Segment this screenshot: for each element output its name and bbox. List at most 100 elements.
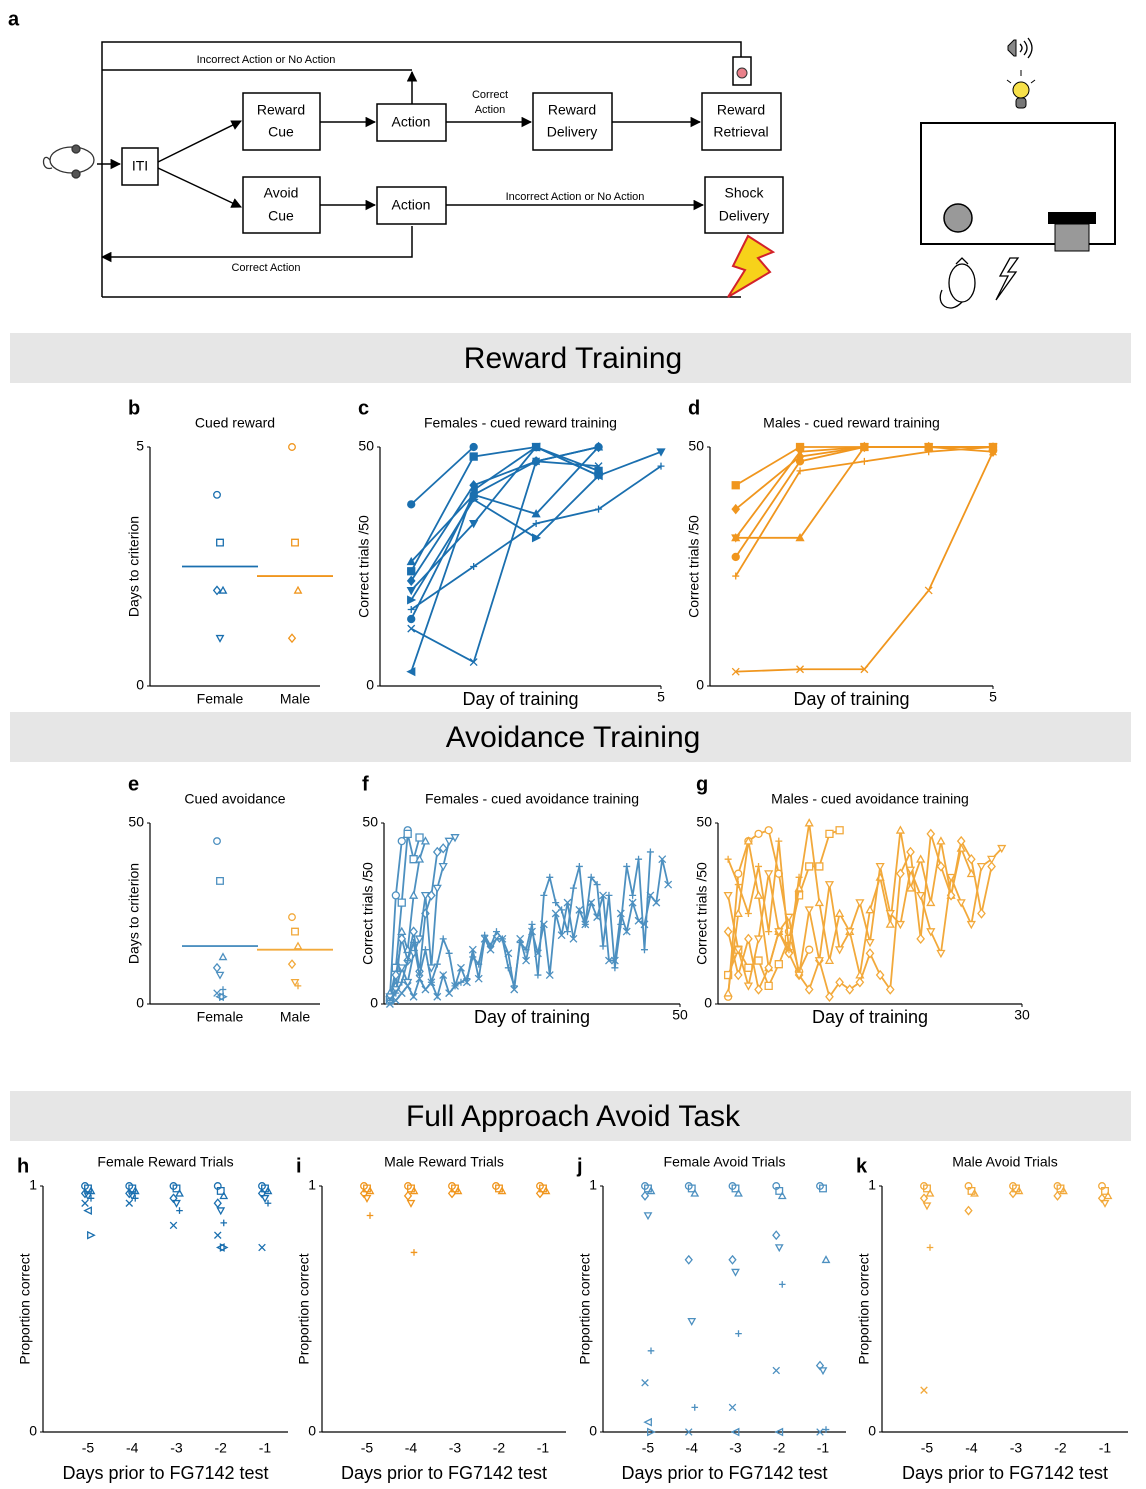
edge-label: Correct Action xyxy=(231,262,300,274)
y-tick-label: 1 xyxy=(308,1177,316,1193)
y-tick-label: 1 xyxy=(868,1177,876,1193)
y-axis-label: Correct trials /50 xyxy=(694,862,710,965)
point xyxy=(917,935,924,943)
figure: a Incorrect Action or No Action Correct … xyxy=(0,0,1146,1484)
point xyxy=(398,838,405,845)
point xyxy=(856,978,863,986)
point xyxy=(470,444,477,451)
point xyxy=(755,863,762,870)
point xyxy=(404,957,411,964)
point xyxy=(725,856,732,863)
point xyxy=(416,834,423,841)
point xyxy=(88,1195,95,1202)
x-tick-label: -1 xyxy=(1099,1440,1112,1456)
node-label: ITI xyxy=(132,158,148,174)
point xyxy=(745,910,752,917)
point xyxy=(735,1330,742,1337)
point xyxy=(217,1208,224,1214)
point xyxy=(773,1231,780,1239)
point xyxy=(846,985,853,993)
x-tick-label: Female xyxy=(197,691,244,707)
point xyxy=(434,961,441,968)
panel-letter: j xyxy=(576,1155,583,1177)
point xyxy=(826,882,833,888)
node-label: Shock xyxy=(725,185,765,201)
point xyxy=(132,1195,139,1202)
y-tick-label: 50 xyxy=(696,814,712,830)
point xyxy=(641,946,648,953)
point xyxy=(755,957,762,964)
point xyxy=(410,927,417,935)
x-axis-label: Day of training xyxy=(793,689,909,709)
point xyxy=(289,444,296,451)
point xyxy=(836,947,843,953)
y-tick-label: 0 xyxy=(370,995,378,1011)
node-label: Reward xyxy=(548,102,596,118)
y-axis-label: Proportion correct xyxy=(296,1253,312,1364)
point xyxy=(755,985,762,993)
y-tick-label: 0 xyxy=(136,677,144,693)
point xyxy=(408,1201,415,1207)
point xyxy=(408,568,415,575)
point xyxy=(826,957,833,963)
point xyxy=(364,1196,371,1202)
point xyxy=(611,964,618,971)
point xyxy=(927,899,934,905)
point xyxy=(564,928,571,935)
chart-title: Males - cued avoidance training xyxy=(771,791,969,807)
point xyxy=(176,1207,183,1214)
point xyxy=(540,892,547,899)
point xyxy=(816,958,823,964)
arrow xyxy=(158,121,241,162)
node-label: Avoid xyxy=(264,185,299,201)
point xyxy=(732,482,739,489)
chart-title: Female Reward Trials xyxy=(97,1154,233,1170)
point xyxy=(691,1404,698,1411)
lever xyxy=(1048,212,1096,224)
point xyxy=(755,892,762,898)
point xyxy=(170,1222,177,1229)
point xyxy=(217,539,224,546)
point xyxy=(408,501,415,508)
x-axis-label: Days prior to FG7142 test xyxy=(621,1463,827,1483)
point xyxy=(958,900,965,906)
x-tick-label: -4 xyxy=(686,1440,699,1456)
point xyxy=(173,1201,180,1207)
point xyxy=(725,893,732,899)
point xyxy=(446,950,453,957)
point xyxy=(732,1269,739,1275)
point xyxy=(595,444,602,451)
point xyxy=(735,881,742,888)
point xyxy=(729,1256,736,1264)
y-tick-label: 0 xyxy=(589,1423,597,1439)
edge-label: Incorrect Action or No Action xyxy=(506,191,645,203)
point xyxy=(917,856,924,862)
point xyxy=(765,827,772,834)
point xyxy=(645,1213,652,1219)
point xyxy=(534,972,541,979)
y-tick-label: 0 xyxy=(366,677,374,693)
chart-title: Male Avoid Trials xyxy=(952,1154,1058,1170)
arrow xyxy=(158,168,241,207)
y-axis-label: Proportion correct xyxy=(856,1253,872,1364)
point xyxy=(773,1367,780,1374)
point xyxy=(470,453,477,460)
chart-title: Male Reward Trials xyxy=(384,1154,504,1170)
point xyxy=(775,838,782,845)
x-axis-label: Days prior to FG7142 test xyxy=(62,1463,268,1483)
point xyxy=(823,1257,830,1263)
x-tick-label: -3 xyxy=(449,1440,462,1456)
edge-label: Correct xyxy=(472,89,508,101)
node-label: Retrieval xyxy=(713,124,768,140)
x-tick-label: Female xyxy=(197,1009,244,1025)
point xyxy=(688,1319,695,1325)
point xyxy=(779,1193,786,1199)
point xyxy=(220,986,227,993)
x-tick-label: 5 xyxy=(657,689,665,705)
point xyxy=(289,634,296,642)
point xyxy=(820,1368,827,1374)
x-tick-label: 5 xyxy=(989,689,997,705)
y-axis-label: Correct trials /50 xyxy=(356,515,372,618)
point xyxy=(605,892,612,899)
chart-title: Females - cued reward training xyxy=(424,415,617,431)
